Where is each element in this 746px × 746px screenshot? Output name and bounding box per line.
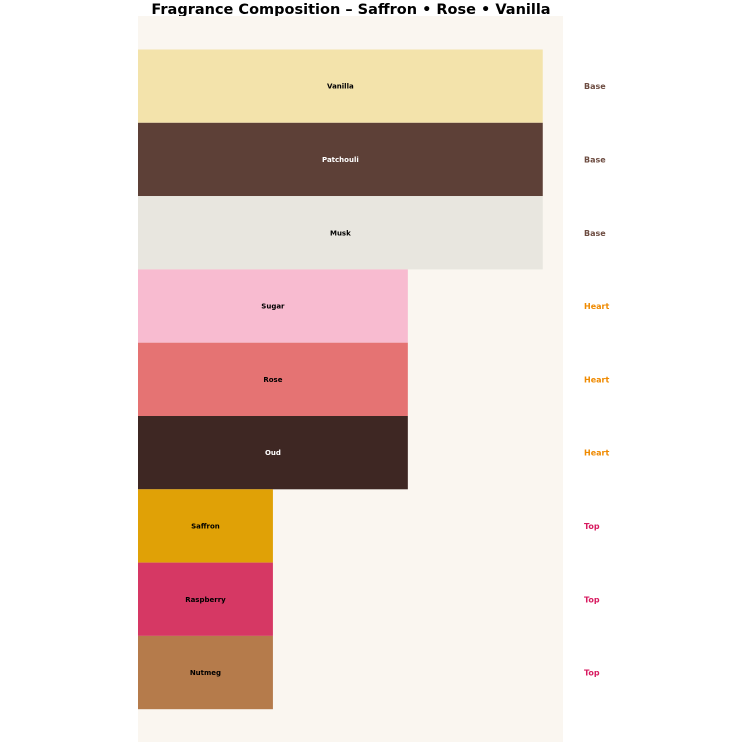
chart-title: Fragrance Composition – Saffron • Rose •…	[151, 2, 550, 18]
bar-label: Patchouli	[322, 156, 359, 164]
tier-label: Top	[584, 522, 600, 531]
tier-label: Heart	[584, 449, 609, 458]
tier-label: Heart	[584, 375, 609, 384]
bar-label: Nutmeg	[190, 669, 221, 677]
bar-patchouli	[138, 122, 543, 197]
bar-rose	[138, 342, 408, 416]
bar-label: Rose	[263, 376, 282, 384]
bar-nutmeg	[138, 635, 273, 710]
bar-label: Oud	[265, 449, 281, 457]
tier-label: Top	[584, 595, 600, 604]
bar-label: Vanilla	[327, 83, 354, 91]
tier-label: Base	[584, 82, 606, 91]
bar-oud	[138, 416, 408, 490]
bar-label: Saffron	[191, 522, 220, 530]
tier-label: Top	[584, 669, 600, 678]
bar-sugar	[138, 269, 408, 343]
bar-musk	[138, 196, 543, 270]
bar-saffron	[138, 489, 273, 563]
bar-label: Sugar	[261, 303, 285, 311]
tier-label: Base	[584, 155, 606, 164]
bar-raspberry	[138, 562, 273, 636]
tier-label: Base	[584, 229, 606, 238]
bar-vanilla	[138, 49, 543, 123]
tier-label: Heart	[584, 302, 609, 311]
bar-label: Raspberry	[185, 596, 226, 604]
bar-label: Musk	[330, 229, 351, 237]
